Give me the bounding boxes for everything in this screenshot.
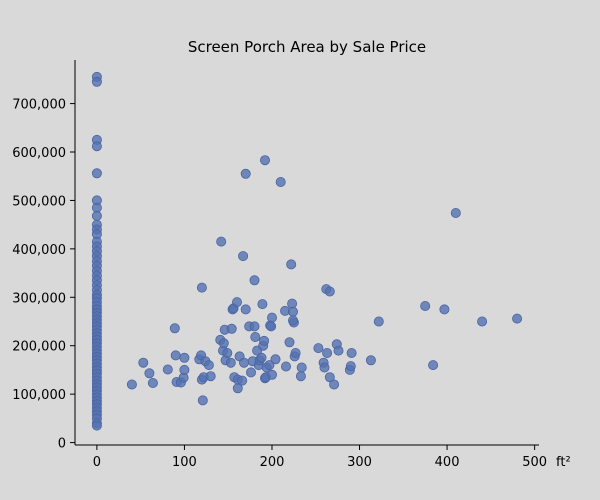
data-point [275, 176, 286, 187]
data-point [287, 298, 298, 309]
x-tick-label: 300 [347, 455, 372, 470]
data-point [284, 337, 295, 348]
y-axis: 0 100,000 200,000 300,000 400,000 500,000 600,… [12, 60, 76, 452]
data-point [237, 375, 248, 386]
data-point [333, 345, 344, 356]
y-tick-label: 200,000 [12, 340, 66, 355]
data-point [322, 347, 333, 358]
data-point [240, 304, 251, 315]
data-point [179, 364, 190, 375]
x-axis-unit-label: ft² [556, 455, 571, 470]
data-point [280, 361, 291, 372]
data-point [169, 323, 180, 334]
y-tick-label: 300,000 [12, 291, 66, 306]
data-point [324, 286, 335, 297]
data-point [245, 367, 256, 378]
data-point [319, 362, 330, 373]
x-tick-label: 200 [260, 455, 285, 470]
data-point [290, 347, 301, 358]
data-point [266, 321, 277, 332]
data-point [287, 315, 298, 326]
data-point [259, 155, 270, 166]
data-point [249, 321, 260, 332]
data-point [170, 350, 181, 361]
y-tick-label: 100,000 [12, 388, 66, 403]
data-point [249, 275, 260, 286]
data-point [231, 297, 242, 308]
x-tick-label: 0 [93, 455, 101, 470]
data-point [222, 347, 233, 358]
data-point [420, 300, 431, 311]
data-point [203, 360, 214, 371]
data-point [138, 357, 149, 368]
data-point [512, 313, 523, 324]
data-point [91, 168, 102, 179]
data-point [196, 282, 207, 293]
data-point [179, 352, 190, 363]
x-tick-label: 400 [435, 455, 460, 470]
data-point [240, 168, 251, 179]
x-axis: 0 100 200 300 400 500 [75, 444, 547, 470]
data-point [197, 395, 208, 406]
data-point [147, 377, 158, 388]
data-point [270, 354, 281, 365]
data-point [218, 338, 229, 349]
x-tick-label: 500 [522, 455, 547, 470]
data-point [439, 304, 450, 315]
data-point [264, 360, 275, 371]
data-point [287, 306, 298, 317]
data-point [477, 316, 488, 327]
data-point [365, 355, 376, 366]
y-tick-label: 500,000 [12, 194, 66, 209]
data-point [162, 364, 173, 375]
data-point [346, 347, 357, 358]
y-tick-label: 600,000 [12, 146, 66, 161]
data-point [373, 316, 384, 327]
data-point [144, 368, 155, 379]
data-point [226, 323, 237, 334]
data-point [286, 259, 297, 270]
data-point [266, 312, 277, 323]
data-point [295, 371, 306, 382]
data-point [259, 335, 270, 346]
data-point [216, 236, 227, 247]
data-point [91, 76, 102, 87]
data-point [205, 371, 216, 382]
data-point [126, 379, 137, 390]
data-point [238, 357, 249, 368]
y-tick-label: 0 [58, 437, 66, 452]
points-layer [91, 71, 523, 431]
data-point [225, 357, 236, 368]
data-point [250, 331, 261, 342]
data-point [91, 141, 102, 152]
data-point [324, 372, 335, 383]
x-tick-label: 100 [172, 455, 197, 470]
y-tick-label: 400,000 [12, 243, 66, 258]
data-point [256, 352, 267, 363]
data-point [296, 362, 307, 373]
chart-title: Screen Porch Area by Sale Price [188, 38, 426, 56]
data-point [238, 251, 249, 262]
data-point [313, 343, 324, 354]
data-point [91, 210, 102, 221]
data-point [266, 369, 277, 380]
data-point [428, 360, 439, 371]
data-point [450, 207, 461, 218]
y-tick-label: 700,000 [12, 98, 66, 113]
data-point [257, 299, 268, 310]
data-point [91, 420, 102, 431]
data-point [345, 361, 356, 372]
data-point [329, 379, 340, 390]
